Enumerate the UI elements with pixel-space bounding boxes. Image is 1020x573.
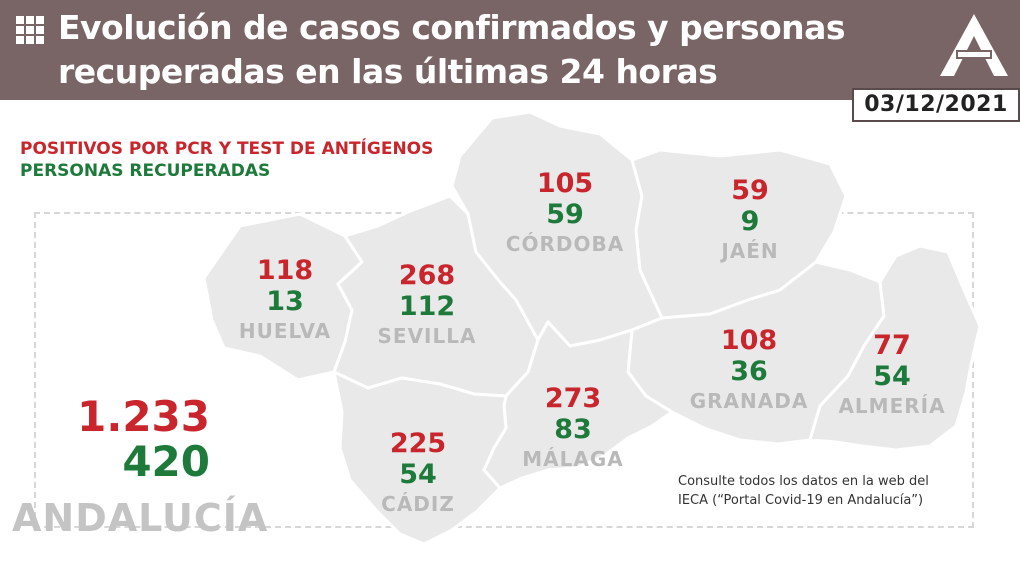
page-title: Evolución de casos confirmados y persona… [58, 8, 846, 91]
junta-andalucia-a-logo-icon [940, 14, 1008, 76]
positives-value: 105 [536, 168, 594, 199]
province-name: MÁLAGA [522, 447, 624, 471]
total-recovered: 420 [122, 437, 210, 486]
positives-value: 118 [256, 255, 314, 286]
report-date: 03/12/2021 [864, 92, 1008, 117]
province-name: SEVILLA [377, 324, 477, 348]
source-note-line2: IECA (“Portal Covid-19 en Andalucía”) [678, 493, 924, 508]
province-name: GRANADA [689, 389, 809, 413]
total-andalucia: 1.233 420 [50, 394, 210, 484]
legend-recovered: PERSONAS RECUPERADAS [20, 161, 271, 181]
header-bar: Evolución de casos confirmados y persona… [0, 0, 1020, 100]
province-almeria-label: 77 54 ALMERÍA [834, 330, 950, 420]
recovered-value: 9 [740, 206, 760, 237]
total-positives: 1.233 [77, 392, 210, 441]
province-cadiz [332, 370, 508, 546]
positives-value: 108 [720, 325, 778, 356]
recovered-value: 54 [873, 361, 911, 392]
recovered-value: 36 [730, 356, 768, 387]
recovered-value: 54 [399, 459, 437, 490]
province-name: CÁDIZ [381, 492, 455, 516]
province-almeria [808, 244, 982, 452]
province-huelva-label: 118 13 HUELVA [230, 255, 340, 345]
source-note-line1: Consulte todos los datos en la web del [678, 474, 929, 489]
province-name: HUELVA [238, 319, 332, 343]
recovered-value: 112 [398, 291, 456, 322]
province-sevilla-label: 268 112 SEVILLA [367, 260, 487, 350]
positives-value: 77 [873, 330, 911, 361]
source-note: Consulte todos los datos en la web del I… [678, 472, 978, 510]
province-name: JAÉN [721, 239, 779, 263]
region-name: ANDALUCÍA [12, 496, 269, 540]
province-cordoba-label: 105 59 CÓRDOBA [500, 168, 630, 258]
legend: POSITIVOS POR PCR Y TEST DE ANTÍGENOS PE… [20, 138, 433, 182]
grid-icon [16, 16, 44, 44]
province-name: ALMERÍA [838, 394, 946, 418]
legend-positives: POSITIVOS POR PCR Y TEST DE ANTÍGENOS [20, 139, 434, 159]
province-name: CÓRDOBA [505, 232, 625, 256]
province-jaen-label: 59 9 JAÉN [700, 175, 800, 265]
positives-value: 273 [544, 383, 602, 414]
positives-value: 268 [398, 260, 456, 291]
recovered-value: 13 [266, 286, 304, 317]
province-malaga-label: 273 83 MÁLAGA [518, 383, 628, 473]
positives-value: 59 [731, 175, 769, 206]
province-cadiz-label: 225 54 CÁDIZ [370, 428, 466, 518]
recovered-value: 83 [554, 414, 592, 445]
province-granada-label: 108 36 GRANADA [684, 325, 814, 415]
positives-value: 225 [389, 428, 447, 459]
recovered-value: 59 [546, 199, 584, 230]
date-badge: 03/12/2021 [852, 88, 1020, 122]
